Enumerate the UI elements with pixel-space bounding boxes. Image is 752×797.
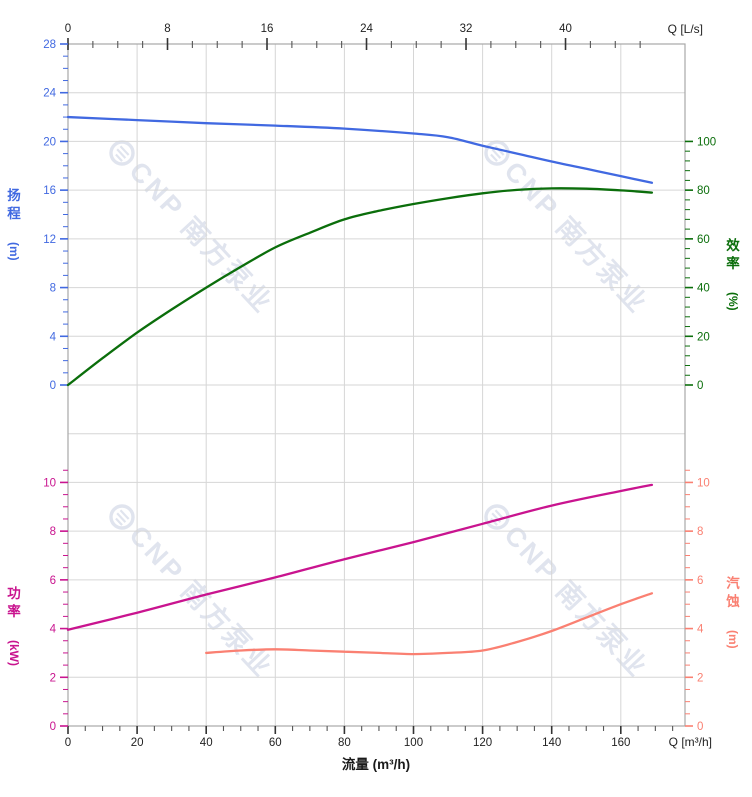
top-tick-label: 16	[261, 23, 274, 35]
bottom-tick-label: 40	[200, 737, 213, 749]
efficiency-tick-label: 60	[697, 234, 710, 246]
efficiency-tick-label: 0	[697, 380, 703, 392]
power-tick-label: 2	[50, 672, 56, 684]
efficiency-tick-label: 40	[697, 283, 710, 295]
watermark-logo-icon	[484, 140, 510, 166]
efficiency-curve	[66, 187, 654, 387]
watermark: CNP 南方泵业	[484, 504, 655, 684]
npsh-tick-label: 10	[697, 477, 710, 489]
efficiency-axis-title-char: 率	[726, 255, 740, 271]
watermark-text: CNP 南方泵业	[123, 155, 279, 320]
bottom-tick-label: 0	[65, 737, 71, 749]
head-axis-title-char: 程	[7, 206, 21, 221]
power-curve	[66, 483, 654, 631]
npsh-tick-label: 0	[697, 721, 703, 733]
head-tick-label: 16	[43, 185, 56, 197]
watermark: CNP 南方泵业	[109, 504, 280, 684]
head-tick-label: 0	[50, 380, 56, 392]
head-tick-label: 24	[43, 88, 56, 100]
head-tick-label: 8	[50, 283, 56, 295]
watermark-logo-icon	[115, 509, 130, 526]
axis-ticks	[60, 38, 693, 734]
power-tick-label: 4	[50, 624, 57, 636]
top-tick-label: 24	[360, 23, 373, 35]
top-tick-label: 32	[460, 23, 473, 35]
curve-layer	[66, 115, 654, 656]
head-axis-title-char: 扬	[7, 187, 21, 203]
efficiency-tick-label: 80	[697, 185, 710, 197]
efficiency-tick-label: 100	[697, 136, 716, 148]
watermark-text: CNP 南方泵业	[123, 519, 279, 684]
bottom-tick-label: 140	[542, 737, 561, 749]
gridlines	[68, 44, 685, 726]
head-axis-title: 扬程 (m)	[7, 187, 21, 261]
watermark-logo-icon	[109, 504, 135, 530]
bottom-axis-unit-label: Q [m³/h]	[669, 735, 712, 749]
head-tick-label: 4	[50, 331, 57, 343]
npsh-axis-unit: (m)	[726, 630, 740, 649]
top-tick-label: 0	[65, 23, 71, 35]
axis-titles: 扬程(m) 效率(%)功率(kW)汽蚀(m)	[7, 187, 740, 666]
top-axis-unit-label: Q [L/s]	[668, 22, 703, 36]
watermark-logo-icon	[115, 145, 130, 162]
efficiency-tick-label: 20	[697, 331, 710, 343]
axis-tick-labels: 0 8 16 24 32 400 20 40 60 80 100 120 140 160282420161…	[43, 23, 716, 749]
power-axis-unit: (kW)	[7, 640, 21, 666]
watermark-logo-icon	[484, 504, 510, 530]
efficiency-axis-title-char: 效	[726, 237, 740, 253]
head-axis-unit: (m)	[7, 242, 21, 261]
power-tick-label: 8	[50, 526, 56, 538]
watermark-text: CNP 南方泵业	[498, 155, 654, 320]
power-axis-title-char: 功	[7, 586, 21, 601]
efficiency-axis-unit: (%)	[726, 292, 740, 311]
head-tick-label: 12	[43, 234, 56, 246]
npsh-tick-label: 8	[697, 526, 703, 538]
bottom-tick-label: 100	[404, 737, 423, 749]
x-axis-title: 流量 (m³/h)	[342, 756, 410, 772]
bottom-tick-label: 80	[338, 737, 351, 749]
head-curve	[66, 115, 654, 184]
power-tick-label: 6	[50, 575, 56, 587]
npsh-axis-title-char: 蚀	[725, 593, 740, 609]
power-tick-label: 0	[50, 721, 56, 733]
bottom-tick-label: 120	[473, 737, 492, 749]
head-tick-label: 28	[43, 39, 56, 51]
bottom-tick-label: 160	[611, 737, 630, 749]
watermark: CNP 南方泵业	[109, 140, 280, 320]
watermark: CNP 南方泵业	[484, 140, 655, 320]
power-axis-title-char: 率	[7, 603, 21, 619]
top-tick-label: 40	[559, 23, 572, 35]
npsh-tick-label: 4	[697, 624, 704, 636]
head-tick-label: 20	[43, 136, 56, 148]
power-axis-title: 功率 (kW)	[7, 586, 21, 666]
npsh-curve	[205, 592, 654, 656]
top-tick-label: 8	[164, 23, 170, 35]
power-tick-label: 10	[43, 477, 56, 489]
npsh-tick-label: 2	[697, 672, 703, 684]
bottom-tick-label: 60	[269, 737, 282, 749]
npsh-tick-label: 6	[697, 575, 703, 587]
watermark-layer: CNP 南方泵业 CNP 南方泵业 CNP 南方泵业 CNP 南方泵业	[109, 140, 655, 684]
watermark-logo-icon	[109, 140, 135, 166]
bottom-tick-label: 20	[131, 737, 144, 749]
npsh-axis-title-char: 汽	[726, 575, 740, 591]
efficiency-axis-title: 效率 (%)	[726, 237, 740, 311]
npsh-axis-title: 汽蚀 (m)	[725, 575, 740, 649]
